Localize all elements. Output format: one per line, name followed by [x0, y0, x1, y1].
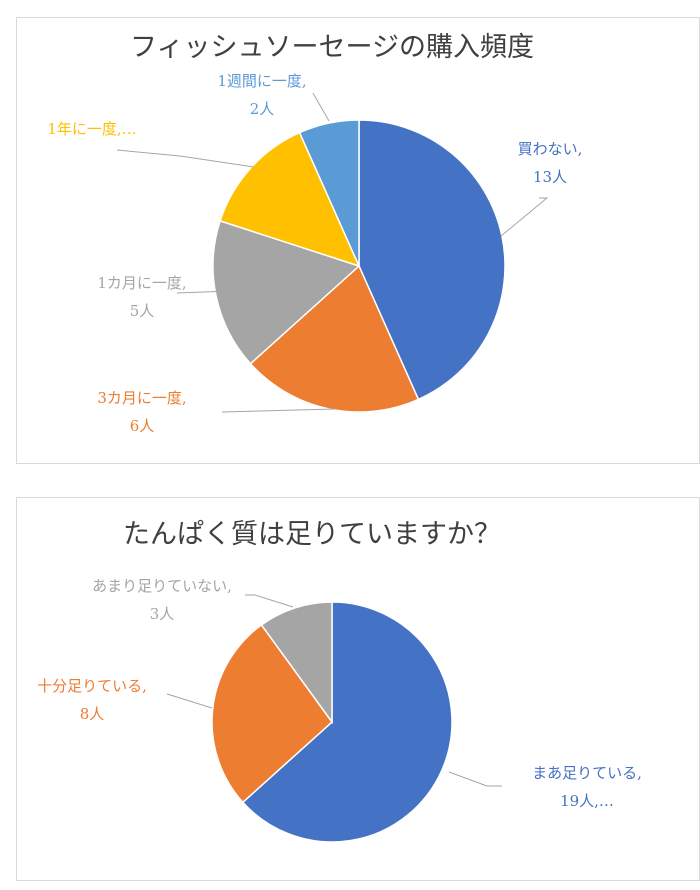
data-label: 3カ月に一度, [97, 389, 186, 407]
leader-line [245, 594, 294, 608]
leader-line [500, 197, 549, 237]
leader-line [221, 408, 336, 413]
pie-slice-まあ足りている [241, 601, 453, 843]
leader-line [116, 149, 255, 168]
pie-slice-あまり足りていない [260, 601, 333, 725]
data-label: 買わない, [518, 140, 583, 158]
pie-slice-1カ月に一度 [212, 219, 361, 365]
leader-line [312, 92, 330, 122]
leader-line [448, 771, 502, 787]
data-label-value: 5人 [130, 302, 155, 320]
data-label: 十分足りている, [37, 677, 147, 695]
data-label: まあ足りている, [532, 764, 642, 782]
leader-line [166, 693, 213, 709]
pie-slice-十分足りている [211, 623, 334, 804]
data-label: あまり足りていない, [92, 577, 232, 595]
data-label: 1カ月に一度, [97, 274, 186, 292]
data-label-value: 19人,… [560, 792, 614, 810]
pie-slice-1週間に一度 [298, 119, 360, 267]
data-label-value: 6人 [130, 417, 155, 435]
chart-panel-purchase-frequency: フィッシュソーセージの購入頻度 買わない, 13人 3カ月に一度, 6人 1カ月に一度,… [16, 17, 700, 464]
data-label-value: 3人 [150, 605, 175, 623]
leader-line [176, 290, 232, 294]
data-label-value: 8人 [80, 705, 105, 723]
data-label: 1年に一度,… [47, 120, 136, 138]
chart-panel-protein-sufficiency: たんぱく質は足りていますか？ まあ足りている, 19人,… 十分足りている, 8人 あま… [16, 497, 700, 881]
pie-slice-1年に一度 [219, 131, 361, 268]
data-label-value: 13人 [533, 168, 567, 186]
chart-title: フィッシュソーセージの購入頻度 [130, 32, 534, 63]
pie-chart-protein-sufficiency: たんぱく質は足りていますか？ まあ足りている, 19人,… 十分足りている, 8人 あま… [37, 519, 642, 843]
data-label-value: 2人 [250, 100, 275, 118]
chart-title: たんぱく質は足りていますか？ [123, 519, 501, 550]
pie-chart-purchase-frequency: フィッシュソーセージの購入頻度 買わない, 13人 3カ月に一度, 6人 1カ月に一度,… [47, 32, 583, 435]
data-label: 1週間に一度, [217, 72, 306, 90]
